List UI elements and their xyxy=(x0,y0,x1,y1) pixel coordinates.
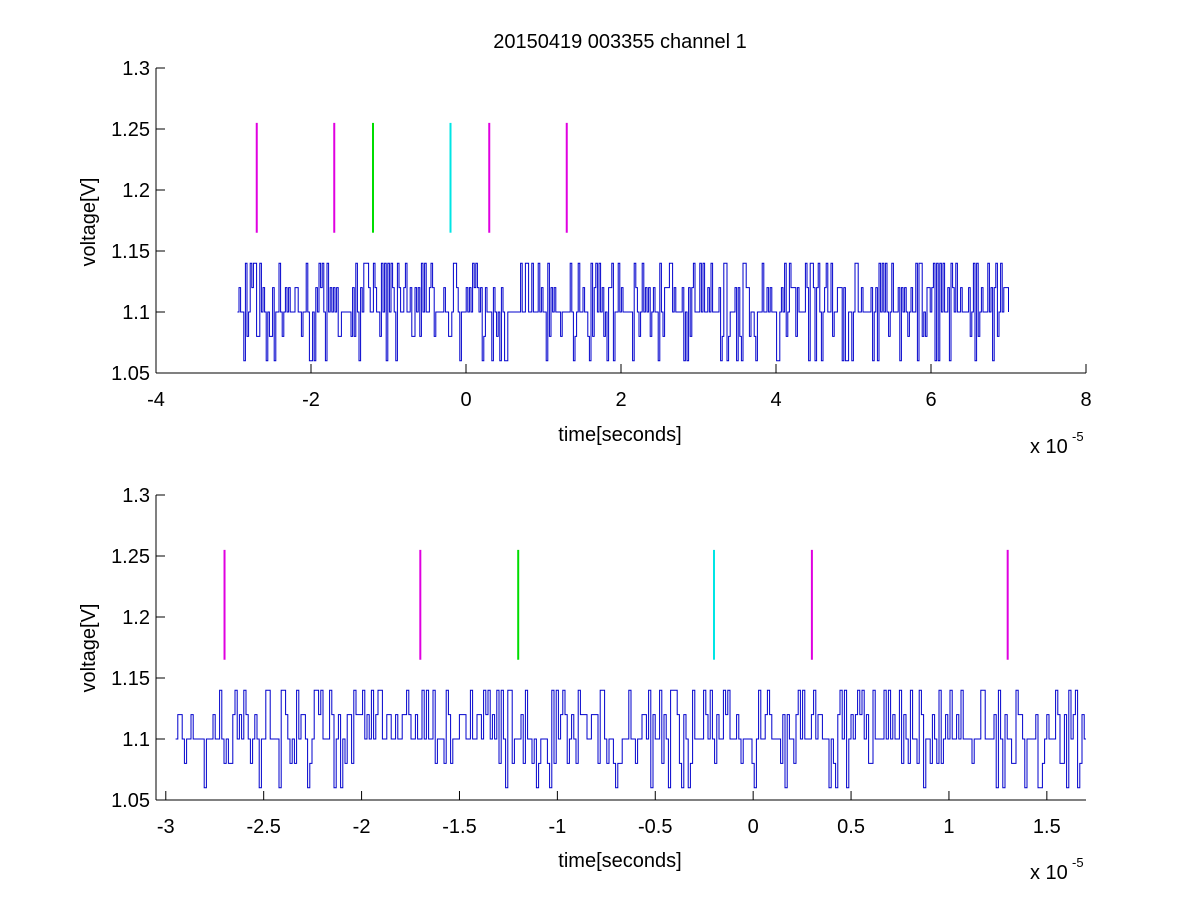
top-signal-trace xyxy=(237,262,1009,362)
top-x-tick-label-0: -4 xyxy=(147,389,165,411)
top-x-exponent-power: -5 xyxy=(1072,429,1084,444)
top-x-axis-label: time[seconds] xyxy=(558,424,681,446)
bottom-x-tick-label-4: -1 xyxy=(548,816,566,838)
bottom-y-tick-label-5: 1.3 xyxy=(122,485,150,507)
top-y-tick-label-3: 1.2 xyxy=(122,180,150,202)
bottom-y-axis-label: voltage[V] xyxy=(78,604,100,693)
top-x-tick-label-5: 6 xyxy=(925,389,936,411)
bottom-x-exponent: x 10 -5 xyxy=(1030,855,1084,884)
bottom-x-tick-label-8: 1 xyxy=(943,816,954,838)
top-signal-line xyxy=(237,262,1009,362)
top-x-ticks: -4 -2 0 2 4 6 8 xyxy=(147,364,1092,411)
top-y-tick-label-1: 1.1 xyxy=(122,302,150,324)
bottom-x-tick-label-1: -2.5 xyxy=(246,816,280,838)
bottom-x-tick-label-2: -2 xyxy=(353,816,371,838)
bottom-x-tick-label-5: -0.5 xyxy=(638,816,672,838)
top-y-tick-label-2: 1.15 xyxy=(111,241,150,263)
bottom-x-exponent-base: x 10 xyxy=(1030,862,1068,884)
bottom-y-ticks: 1.05 1.1 1.15 1.2 1.25 1.3 xyxy=(111,485,165,812)
bottom-signal-trace xyxy=(175,689,1086,789)
top-x-tick-label-3: 2 xyxy=(615,389,626,411)
bottom-x-axis-label: time[seconds] xyxy=(558,850,681,872)
top-x-tick-label-1: -2 xyxy=(302,389,320,411)
bottom-y-tick-label-4: 1.25 xyxy=(111,546,150,568)
top-plot-panel: 20150419 003355 channel 1 1.05 1.1 1.15 1.2… xyxy=(78,31,1092,458)
top-y-tick-label-4: 1.25 xyxy=(111,119,150,141)
bottom-x-tick-label-9: 1.5 xyxy=(1033,816,1061,838)
top-y-tick-label-0: 1.05 xyxy=(111,363,150,385)
top-x-tick-label-6: 8 xyxy=(1080,389,1091,411)
top-x-tick-label-4: 4 xyxy=(770,389,781,411)
bottom-x-tick-label-7: 0.5 xyxy=(837,816,865,838)
bottom-x-ticks: -3 -2.5 -2 -1.5 -1 -0.5 0 0.5 1 1.5 xyxy=(157,791,1061,838)
bottom-x-tick-label-6: 0 xyxy=(748,816,759,838)
top-y-ticks: 1.05 1.1 1.15 1.2 1.25 1.3 xyxy=(111,58,165,385)
bottom-y-tick-label-1: 1.1 xyxy=(122,729,150,751)
top-x-exponent: x 10 -5 xyxy=(1030,429,1084,458)
bottom-y-tick-label-3: 1.2 xyxy=(122,607,150,629)
bottom-x-tick-label-3: -1.5 xyxy=(442,816,476,838)
bottom-event-markers xyxy=(223,549,1009,660)
bottom-y-tick-label-0: 1.05 xyxy=(111,790,150,812)
top-x-exponent-base: x 10 xyxy=(1030,436,1068,458)
bottom-x-exponent-power: -5 xyxy=(1072,855,1084,870)
top-y-axis-label: voltage[V] xyxy=(78,178,100,267)
chart-title: 20150419 003355 channel 1 xyxy=(493,31,747,53)
top-axes xyxy=(155,68,1086,374)
top-event-markers xyxy=(255,122,568,233)
bottom-y-tick-label-2: 1.15 xyxy=(111,668,150,690)
bottom-axes xyxy=(155,495,1086,801)
bottom-signal-line xyxy=(175,689,1086,789)
top-x-tick-label-2: 0 xyxy=(460,389,471,411)
top-y-tick-label-5: 1.3 xyxy=(122,58,150,80)
bottom-plot-panel: 1.05 1.1 1.15 1.2 1.25 1.3 -3 -2.5 -2 -1.5 -1 -0.5… xyxy=(78,485,1086,884)
bottom-x-tick-label-0: -3 xyxy=(157,816,175,838)
